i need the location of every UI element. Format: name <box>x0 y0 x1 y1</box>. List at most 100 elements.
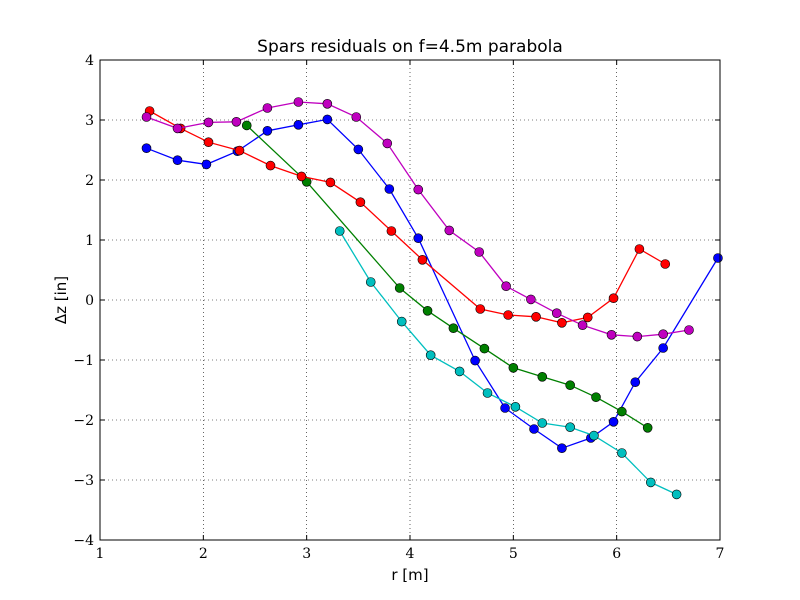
x-tick-label: 2 <box>199 546 208 562</box>
y-tick-label: −1 <box>73 353 94 369</box>
data-point <box>386 226 397 236</box>
data-point <box>500 403 510 413</box>
data-point <box>526 294 536 305</box>
data-point <box>479 343 490 354</box>
data-point <box>365 277 376 287</box>
data-point <box>630 377 641 388</box>
data-point <box>353 144 364 155</box>
data-point <box>671 489 682 500</box>
data-point <box>591 392 601 403</box>
x-tick-label: 5 <box>509 546 518 562</box>
data-point <box>413 233 424 243</box>
data-point <box>425 350 436 361</box>
y-tick-label: −4 <box>73 533 94 549</box>
series-2 <box>241 120 653 433</box>
data-point <box>293 97 304 107</box>
data-point <box>684 325 694 335</box>
data-point <box>413 184 424 195</box>
data-point <box>589 430 599 441</box>
data-point <box>382 138 393 149</box>
data-point <box>503 310 513 320</box>
y-tick-label: −2 <box>73 413 94 429</box>
series-line <box>146 101 690 338</box>
series-4 <box>334 226 682 500</box>
series-5 <box>141 97 694 342</box>
data-point <box>557 443 567 454</box>
data-point <box>322 99 333 109</box>
data-point <box>642 422 653 433</box>
y-tick-label: −3 <box>73 473 94 489</box>
data-point <box>713 253 723 263</box>
data-point <box>322 114 333 125</box>
data-point <box>551 308 562 319</box>
series-line <box>246 124 649 429</box>
data-point <box>606 329 617 340</box>
data-point <box>608 293 619 304</box>
data-point <box>296 171 307 182</box>
data-point <box>577 320 588 331</box>
data-point <box>334 226 345 236</box>
data-point <box>417 254 428 265</box>
x-tick-label: 4 <box>406 546 415 562</box>
data-point <box>645 477 656 488</box>
data-point <box>262 126 273 136</box>
x-axis-label: r [m] <box>391 566 428 584</box>
data-point <box>634 244 645 254</box>
data-point <box>537 371 548 382</box>
data-point <box>501 281 511 292</box>
data-point <box>470 355 480 366</box>
data-point <box>658 343 668 353</box>
data-point <box>396 316 407 327</box>
data-point <box>172 155 183 165</box>
data-point <box>325 177 336 188</box>
data-point <box>351 112 362 122</box>
data-point <box>201 159 212 170</box>
y-axis-label: Δz [in] <box>52 276 70 324</box>
data-point <box>141 112 152 122</box>
data-point <box>557 317 567 328</box>
data-point <box>617 448 627 458</box>
data-point <box>265 160 276 171</box>
data-point <box>508 362 519 373</box>
data-point <box>141 143 152 153</box>
data-point <box>203 137 214 147</box>
data-point <box>422 305 433 316</box>
data-point <box>482 388 493 398</box>
data-point <box>172 123 183 134</box>
x-tick-label: 3 <box>302 546 311 562</box>
y-tick-label: 4 <box>85 53 94 69</box>
x-tick-label: 7 <box>716 546 725 562</box>
data-point <box>510 401 521 412</box>
data-point <box>531 311 541 322</box>
x-tick-label: 1 <box>96 546 105 562</box>
series-3 <box>144 106 671 328</box>
y-tick-label: 3 <box>85 113 94 129</box>
y-tick-label: 0 <box>85 293 94 309</box>
data-point <box>565 380 575 391</box>
data-point <box>394 283 405 293</box>
data-point <box>529 424 539 434</box>
data-point <box>632 331 643 342</box>
data-point <box>384 184 395 194</box>
data-point <box>537 418 548 428</box>
chart-title: Spars residuals on f=4.5m parabola <box>257 37 563 57</box>
y-tick-label: 1 <box>85 233 94 249</box>
data-point <box>448 323 459 334</box>
data-point <box>454 366 465 377</box>
data-point <box>565 422 575 433</box>
series-layer <box>141 97 723 500</box>
data-point <box>474 247 485 257</box>
ticks: 1 2 3 4 5 6 7 −4 −3 −2 −1 0 1 2 3 4 <box>73 53 724 562</box>
data-point <box>231 117 242 127</box>
data-point <box>355 197 366 207</box>
data-point <box>660 259 671 269</box>
data-point <box>658 329 668 340</box>
data-point <box>234 145 245 156</box>
data-point <box>475 304 486 314</box>
data-point <box>203 117 214 128</box>
data-point <box>444 225 455 236</box>
data-point <box>241 120 252 131</box>
series-line <box>149 110 666 324</box>
data-point <box>293 120 304 130</box>
